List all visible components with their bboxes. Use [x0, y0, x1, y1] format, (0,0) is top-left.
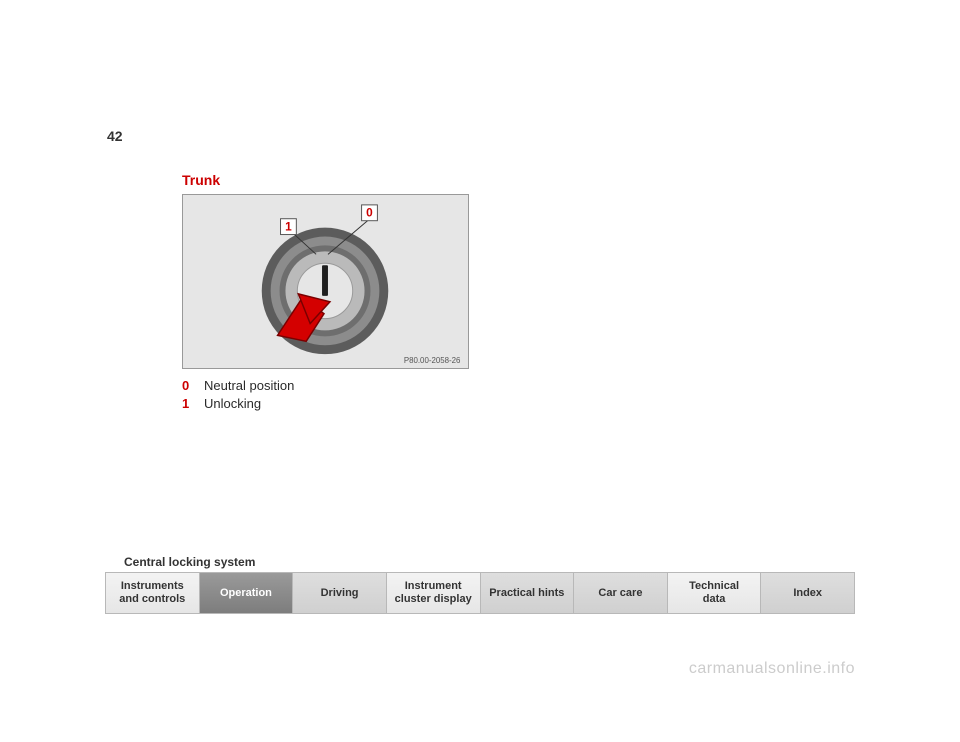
caption-num: 1: [182, 396, 194, 411]
tab-instrument-cluster[interactable]: Instrument cluster display: [386, 573, 480, 613]
section-label: Central locking system: [124, 555, 255, 569]
tab-car-care[interactable]: Car care: [573, 573, 667, 613]
tab-technical-data[interactable]: Technical data: [667, 573, 761, 613]
page-number: 42: [107, 128, 123, 144]
caption-text: Unlocking: [204, 396, 261, 411]
caption-row-0: 0 Neutral position: [182, 378, 294, 393]
callout-1: 1: [281, 219, 297, 235]
tab-operation[interactable]: Operation: [199, 573, 293, 613]
section-title: Trunk: [182, 172, 220, 188]
nav-tabbar: Instruments and controls Operation Drivi…: [105, 572, 855, 614]
svg-text:1: 1: [285, 220, 292, 234]
caption-row-1: 1 Unlocking: [182, 396, 261, 411]
tab-instruments-controls[interactable]: Instruments and controls: [106, 573, 199, 613]
tab-practical-hints[interactable]: Practical hints: [480, 573, 574, 613]
part-code: P80.00-2058-26: [404, 356, 461, 365]
caption-text: Neutral position: [204, 378, 294, 393]
manual-page: 42 Trunk 0: [0, 0, 960, 742]
svg-text:0: 0: [366, 206, 373, 220]
callout-0: 0: [362, 205, 378, 221]
trunk-lock-diagram: 0 1 P80.00-2058-26: [182, 194, 469, 369]
tab-index[interactable]: Index: [760, 573, 854, 613]
watermark: carmanualsonline.info: [689, 660, 855, 678]
caption-num: 0: [182, 378, 194, 393]
diagram-svg: 0 1 P80.00-2058-26: [183, 195, 468, 368]
tab-driving[interactable]: Driving: [292, 573, 386, 613]
